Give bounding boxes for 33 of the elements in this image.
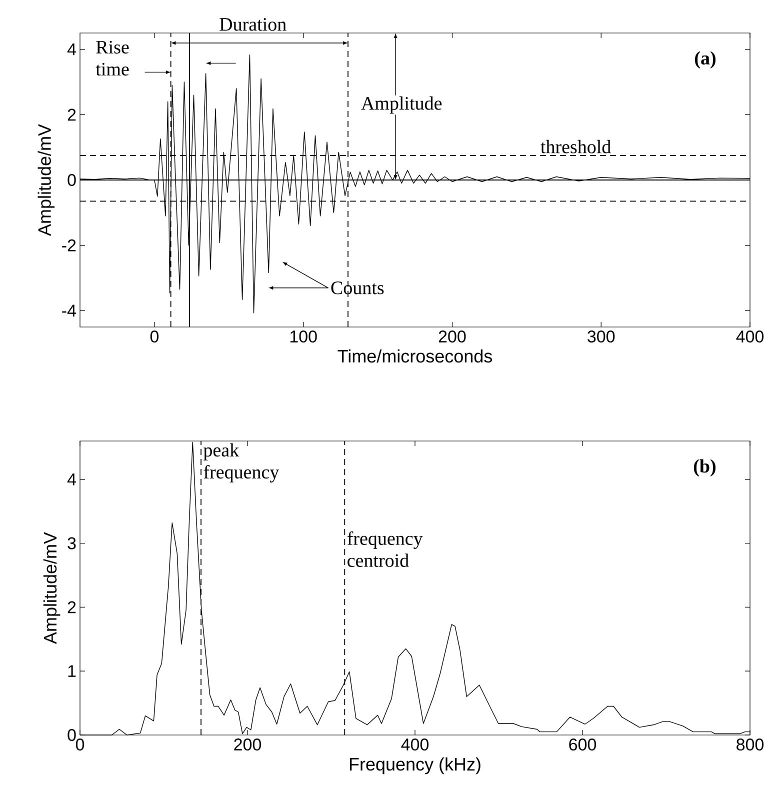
x-axis-title: Time/microseconds xyxy=(338,349,492,363)
y-tick-label: 4 xyxy=(67,43,76,56)
x-tick-label: 100 xyxy=(290,330,317,343)
annotation: (b) xyxy=(694,459,716,476)
y-tick-label: 2 xyxy=(68,601,76,614)
y-axis-title: Amplitude/mV xyxy=(38,124,55,236)
ref-line-label: frequency centroid xyxy=(347,531,423,567)
annotation: Counts xyxy=(331,282,384,294)
y-tick-label: -2 xyxy=(62,239,76,252)
x-tick-label: 300 xyxy=(588,330,615,343)
x-tick-label: 0 xyxy=(76,738,84,751)
x-axis-title: Frequency (kHz) xyxy=(350,757,480,774)
x-tick-label: 0 xyxy=(150,330,159,343)
x-tick-label: 400 xyxy=(401,738,429,751)
x-tick-label: 800 xyxy=(736,738,764,751)
y-tick-label: 3 xyxy=(68,537,76,550)
y-tick-label: 4 xyxy=(67,473,76,486)
annotation: (a) xyxy=(695,51,716,68)
y-axis-title: Amplitude/mV xyxy=(43,532,60,644)
y-tick-label: 0 xyxy=(68,728,76,742)
y-tick-label: 1 xyxy=(68,665,76,677)
x-tick-label: 400 xyxy=(736,330,764,343)
ref-line-label: threshold xyxy=(540,140,611,154)
x-tick-label: 200 xyxy=(438,330,466,343)
annotation: Rise time xyxy=(96,40,129,76)
annotation: Amplitude xyxy=(361,96,442,114)
text: Duration xyxy=(220,18,286,31)
x-tick-label: 200 xyxy=(234,738,262,751)
y-tick-label: 2 xyxy=(68,108,76,121)
ref-line-label: peak frequency xyxy=(204,443,280,482)
y-tick-label: -4 xyxy=(62,304,76,317)
x-tick-label: 600 xyxy=(569,738,596,751)
y-tick-label: 0 xyxy=(68,174,76,186)
